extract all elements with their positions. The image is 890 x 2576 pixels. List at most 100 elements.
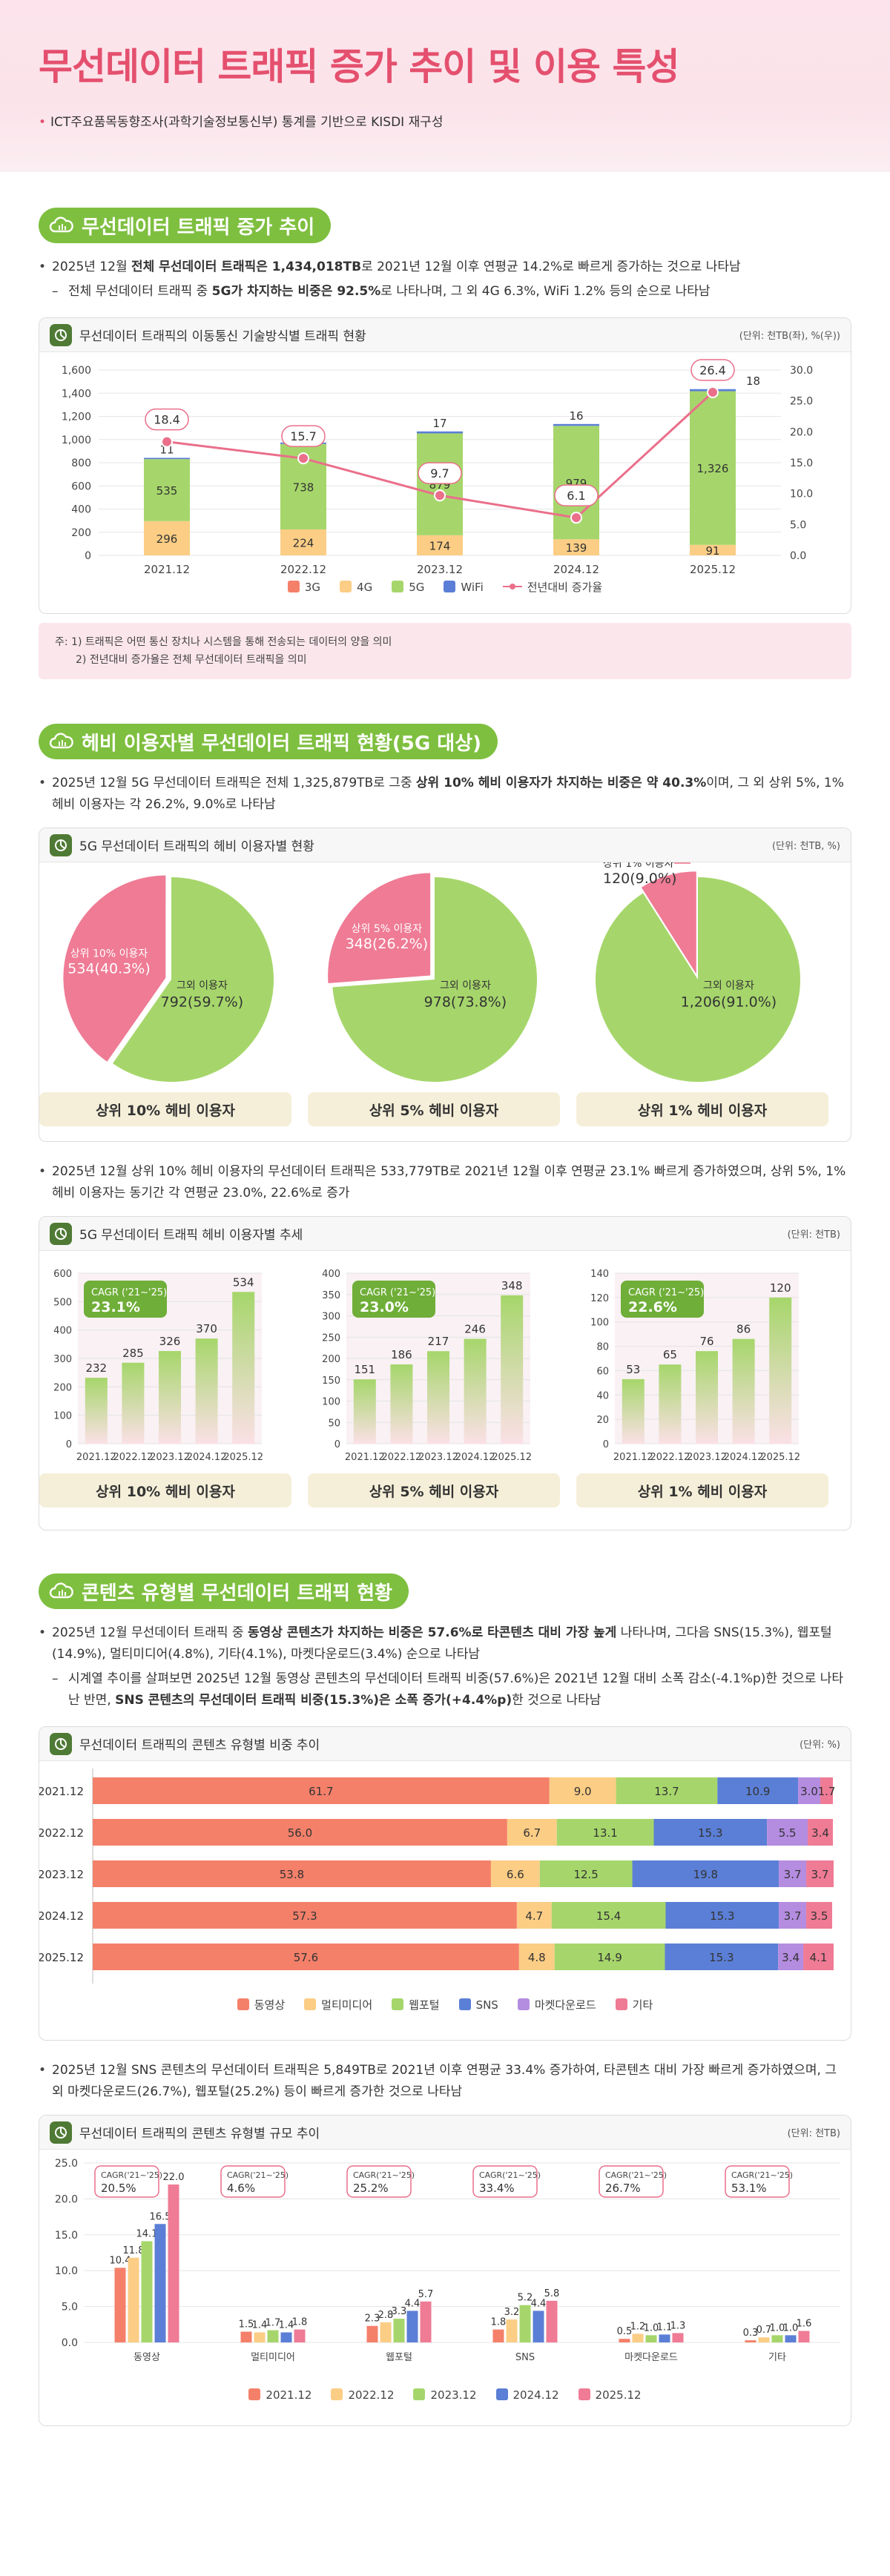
y-tick-label: 1,200 — [62, 412, 91, 423]
pie-slice-top — [641, 871, 696, 974]
cagr-value: 20.5% — [101, 2182, 136, 2195]
legend-swatch — [287, 580, 300, 592]
bar-segment — [616, 1777, 718, 1804]
bar-segment — [690, 391, 736, 545]
data-label: 1.3 — [670, 2320, 686, 2331]
pie-label: 상위 5% 이용자 — [352, 923, 423, 935]
data-label: 17 — [432, 417, 446, 430]
data-label: 91 — [705, 544, 719, 558]
y-tick-label: 1,000 — [62, 435, 91, 446]
line-data-label: 9.7 — [430, 466, 449, 480]
legend-item: 동영상 — [237, 1997, 285, 2012]
data-label: 53.8 — [280, 1868, 304, 1881]
legend-swatch — [444, 580, 456, 592]
data-label: 16.5 — [150, 2211, 171, 2222]
bar — [154, 2224, 166, 2342]
x-tick-label: 2021.12 — [76, 1452, 116, 1463]
legend-item: SNS — [458, 1998, 498, 2012]
legend-swatch — [578, 2388, 590, 2400]
cagr-badge — [599, 2165, 664, 2198]
y-tick-label: 2021.12 — [39, 1785, 84, 1798]
bar — [366, 2325, 378, 2342]
bar — [769, 1297, 792, 1444]
text-run: 시계열 추이를 살펴보면 2025년 12월 동영상 콘텐츠의 무선데이터 트래… — [68, 1671, 844, 1708]
page-subtitle: • ICT주요품목동향조사(과학기술정보통신부) 통계를 기반으로 KISDI 재… — [39, 111, 851, 130]
pie-slice-top — [328, 873, 431, 983]
legend-label: 멀티미디어 — [321, 1998, 373, 2012]
text-run-bold: 상위 10% 헤비 이용자가 차지하는 비중은 약 40.3% — [415, 776, 707, 790]
bar — [168, 2184, 179, 2342]
bar-segment — [518, 1943, 555, 1970]
legend-item: WiFi — [444, 580, 484, 594]
y-tick-label: 2023.12 — [39, 1868, 84, 1881]
card-unit: (단위: 천TB) — [787, 2128, 840, 2139]
bar — [645, 2335, 657, 2342]
bar-segment — [539, 1860, 633, 1887]
line-point — [707, 386, 719, 398]
data-label: 1,326 — [697, 462, 729, 475]
bar — [254, 2332, 266, 2342]
data-label: 65 — [663, 1348, 677, 1361]
data-label: 1.8 — [292, 2317, 308, 2328]
data-label: 120 — [770, 1281, 791, 1295]
data-label-bubble — [418, 462, 462, 484]
cagr-badge — [621, 1281, 704, 1318]
legend-label: 마켓다운로드 — [534, 1998, 596, 2012]
pie-value: 348(26.2%) — [346, 936, 428, 952]
bar-segment — [280, 529, 326, 555]
section-heading-text: 헤비 이용자별 무선데이터 트래픽 현황(5G 대상) — [82, 732, 482, 755]
bar — [533, 2311, 544, 2342]
y-tick-label: 0 — [66, 1439, 72, 1450]
bar-segment — [417, 431, 463, 434]
data-label: 217 — [428, 1335, 449, 1348]
data-label: 13.7 — [654, 1785, 679, 1798]
hero-banner: 무선데이터 트래픽 증가 추이 및 이용 특성 • ICT주요품목동향조사(과학기… — [0, 0, 890, 172]
bar — [519, 2305, 531, 2342]
y-tick-label: 2022.12 — [39, 1826, 84, 1840]
card-title: 무선데이터 트래픽의 콘텐츠 유형별 규모 추이 — [79, 2127, 320, 2141]
cagr-value: 23.1% — [91, 1299, 140, 1315]
y-tick-label: 600 — [71, 480, 91, 492]
y-tick-label: 120 — [590, 1293, 609, 1304]
data-label: 1.0 — [770, 2322, 785, 2334]
legend-item: 2025.12 — [578, 2388, 642, 2402]
y-tick-label: 200 — [53, 1382, 72, 1393]
text-run-bold: 5G가 차지하는 비중은 92.5% — [211, 284, 381, 299]
cagr-badge — [725, 2165, 790, 2198]
cagr-value: 53.1% — [731, 2182, 767, 2195]
bar — [122, 1362, 145, 1444]
data-label: 11.8 — [123, 2245, 145, 2256]
y-tick-label: 1,400 — [62, 388, 91, 400]
x-tick-label: 2024.12 — [553, 563, 599, 576]
bar-segment — [93, 1902, 517, 1929]
data-label: 1.4 — [279, 2319, 294, 2331]
bar-segment — [556, 1819, 654, 1846]
legend-label: 2023.12 — [430, 2388, 477, 2402]
tech-traffic-chart: 0 200 400 600 800 1,000 1,200 1,400 1,600 0.0 5.0 1… — [62, 359, 813, 576]
section-heading-text: 무선데이터 트래픽 증가 추이 — [82, 216, 315, 239]
data-label: 57.6 — [294, 1951, 318, 1964]
data-label: 246 — [464, 1323, 486, 1336]
pie-slice-rest — [332, 877, 538, 1082]
line-data-label: 18.4 — [154, 413, 180, 427]
card-title: 무선데이터 트래픽의 이동통신 기술방식별 트래픽 현황 — [79, 329, 366, 344]
y-tick-label: 800 — [71, 458, 91, 469]
bullet-text: 2025년 12월 무선데이터 트래픽 중 동영상 콘텐츠가 차지하는 비중은 … — [39, 1622, 851, 1665]
bar — [294, 2329, 306, 2342]
data-label: 22.0 — [163, 2172, 185, 2183]
pie-label: 상위 1% 이용자 — [603, 862, 674, 870]
data-label: 139 — [566, 541, 587, 555]
data-label: 16 — [569, 409, 583, 423]
legend-item: 5G — [392, 580, 424, 594]
data-label: 1.0 — [644, 2322, 659, 2334]
data-label: 534 — [233, 1275, 254, 1289]
bar-segment — [779, 1860, 807, 1887]
bar-segment — [549, 1777, 616, 1804]
pie-label: 그외 이용자 — [440, 980, 491, 992]
data-label: 348 — [501, 1279, 523, 1292]
bar-segment — [767, 1819, 808, 1846]
chart-card-content-share: 무선데이터 트래픽의 콘텐츠 유형별 비중 추이 (단위: %) 2021.12… — [39, 1726, 851, 2041]
bar-segment — [554, 1943, 665, 1970]
legend-item: 기타 — [615, 1997, 653, 2012]
